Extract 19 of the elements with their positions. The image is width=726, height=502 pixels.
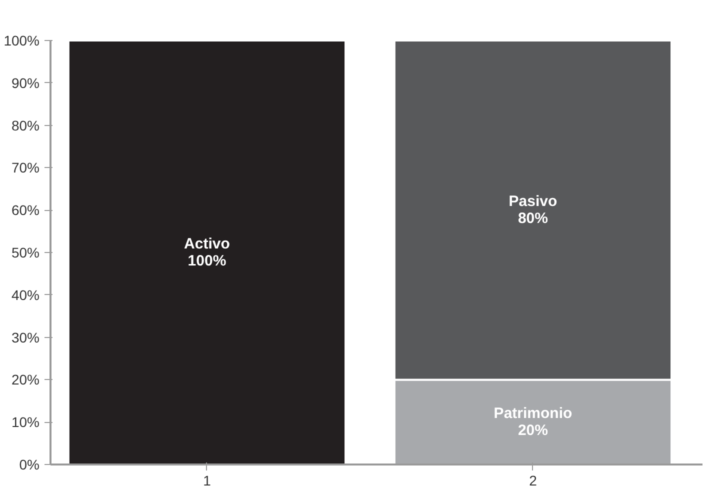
y-tick-label: 20% [11,372,40,388]
data-label: 80% [518,210,548,228]
y-tick-label: 0% [19,456,40,472]
data-label: 20% [518,422,548,440]
y-tick-label: 10% [11,414,40,430]
series-label: Pasivo [508,193,558,210]
data-label: 100% [188,252,226,270]
y-tick-label: 30% [11,329,40,346]
series-label: Patrimonio [494,405,572,422]
y-tick-label: 50% [11,244,40,260]
y-tick-label: 60% [11,202,40,218]
y-tick-label: 70% [11,160,40,176]
y-tick-label: 90% [11,74,40,91]
x-tick-label: 1 [203,472,212,488]
x-tick-label: 2 [529,472,538,488]
y-tick-label: 80% [11,117,40,134]
y-tick-label: 40% [11,286,40,303]
y-tick-label: 100% [4,32,40,48]
series-label: Activo [184,236,230,252]
